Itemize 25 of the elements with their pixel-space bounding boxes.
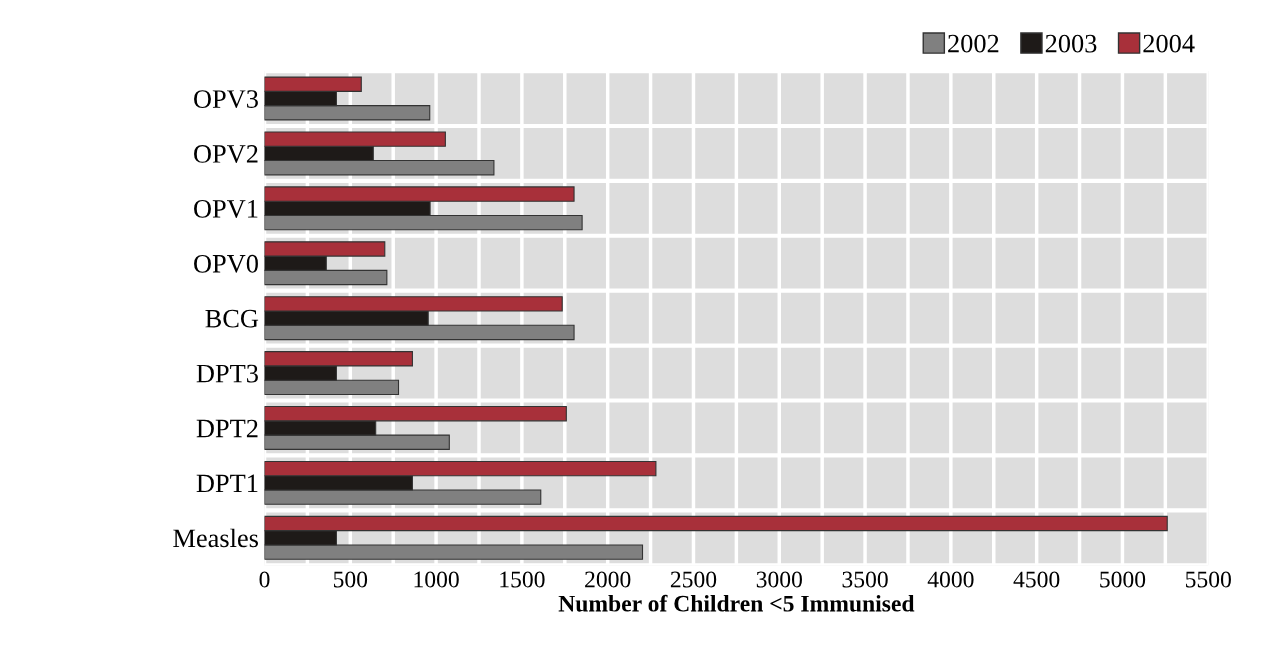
x-tick-label: 4500 xyxy=(1013,571,1060,588)
x-tick-label: 1000 xyxy=(414,571,459,588)
x-tick-label: 5000 xyxy=(1100,571,1146,588)
legend-label: 2002 xyxy=(948,34,999,53)
legend-label: 2003 xyxy=(1045,34,1097,53)
y-tick-label: DPT2 xyxy=(196,419,258,438)
y-tick-label: OPV0 xyxy=(194,254,258,273)
x-tick-label: 2000 xyxy=(585,571,631,588)
x-tick-label: 5500 xyxy=(1186,571,1231,588)
x-tick-label: 0 xyxy=(259,571,270,588)
y-tick-label: OPV3 xyxy=(194,90,258,109)
y-tick-label: BCG xyxy=(205,309,259,328)
x-tick-label: 500 xyxy=(333,571,368,588)
x-tick-label: 4000 xyxy=(927,571,974,588)
y-tick-label: OPV1 xyxy=(194,200,258,218)
y-tick-label: DPT3 xyxy=(196,364,258,383)
y-tick-label: OPV2 xyxy=(194,145,258,163)
y-tick-label: DPT1 xyxy=(196,474,258,493)
legend-label: 2004 xyxy=(1143,34,1195,53)
x-tick-label: 2500 xyxy=(670,571,717,588)
x-axis-title: Number of Children <5 Immunised xyxy=(558,594,915,612)
x-tick-label: 3500 xyxy=(842,571,888,588)
x-tick-label: 1500 xyxy=(500,571,545,588)
y-tick-label: Measles xyxy=(173,528,258,548)
x-tick-label: 3000 xyxy=(756,571,802,588)
